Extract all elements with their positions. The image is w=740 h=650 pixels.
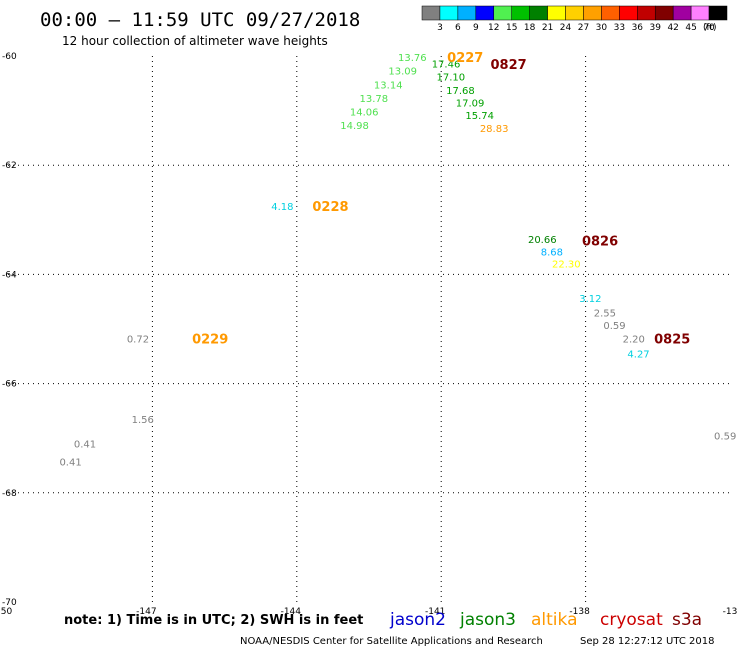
colorbar-swatch xyxy=(708,5,728,21)
pass-time-label: 0227 xyxy=(447,51,483,66)
satellite-legend-s3a: s3a xyxy=(672,610,702,630)
swh-value: 2.20 xyxy=(623,334,645,345)
swh-value: 17.46 xyxy=(432,60,461,71)
y-tick-label: -66 xyxy=(2,380,17,390)
swh-value: 2.55 xyxy=(594,309,616,320)
x-tick-label: -144 xyxy=(281,607,302,617)
colorbar-label: 3 xyxy=(437,23,443,33)
swh-value: 13.76 xyxy=(398,53,427,64)
swh-value: 15.74 xyxy=(465,111,494,122)
colorbar-swatch xyxy=(601,5,620,21)
colorbar-label: 30 xyxy=(596,23,608,33)
colorbar-label: 15 xyxy=(506,23,517,33)
swh-value: 0.59 xyxy=(603,321,625,332)
colorbar-swatch xyxy=(457,5,477,21)
x-tick-label: -13 xyxy=(723,607,738,617)
swh-value: 0.59 xyxy=(714,431,736,442)
colorbar-swatch xyxy=(654,5,674,21)
x-tick-label: -141 xyxy=(425,607,445,617)
colorbar-swatch xyxy=(511,5,530,21)
colorbar-label: 9 xyxy=(473,23,479,33)
swh-value: 17.10 xyxy=(437,73,466,84)
swh-value: 22.30 xyxy=(552,259,581,270)
pass-time-label: 0826 xyxy=(582,235,618,250)
colorbar-swatch xyxy=(493,5,512,21)
colorbar-label: 24 xyxy=(560,23,572,33)
y-tick-label: -70 xyxy=(2,598,17,608)
x-tick-label: -138 xyxy=(569,607,590,617)
swh-value: 0.72 xyxy=(127,334,149,345)
colorbar-label: 70 xyxy=(703,23,715,33)
colorbar-swatch xyxy=(619,5,638,21)
swh-value: 14.98 xyxy=(340,121,369,132)
swh-value: 13.78 xyxy=(359,94,388,105)
swh-value: 28.83 xyxy=(480,124,509,135)
colorbar-swatch xyxy=(583,5,602,21)
satellite-legend: jason2 jason3 altika cryosat s3a xyxy=(389,610,702,630)
pass-time-label: 0827 xyxy=(490,58,526,73)
footer-note: note: 1) Time is in UTC; 2) SWH is in fe… xyxy=(64,613,363,628)
swh-value: 4.18 xyxy=(271,202,293,213)
colorbar-swatch xyxy=(690,5,710,21)
pass-labels: 0227 0827 0228 0826 0229 0825 xyxy=(192,51,690,347)
colorbar: 3 6 9 12 15 18 21 24 27 30 33 36 39 42 45 70 xyxy=(421,5,728,33)
colorbar-label: 18 xyxy=(524,23,536,33)
swh-value: 14.06 xyxy=(350,108,379,119)
satellite-legend-jason3: jason3 xyxy=(459,610,516,630)
colorbar-label: 42 xyxy=(667,23,678,33)
colorbar-label: 33 xyxy=(614,23,625,33)
y-tick-label: -64 xyxy=(2,270,17,280)
colorbar-label: 6 xyxy=(455,23,461,33)
pass-time-label: 0228 xyxy=(312,200,348,215)
colorbar-label: 45 xyxy=(685,23,696,33)
colorbar-swatch xyxy=(637,5,656,21)
colorbar-swatch xyxy=(565,5,584,21)
satellite-legend-jason2: jason2 xyxy=(389,610,446,630)
colorbar-swatch xyxy=(421,5,441,21)
x-tick-label: -147 xyxy=(136,607,156,617)
colorbar-label: 27 xyxy=(578,23,589,33)
footer-credit: NOAA/NESDIS Center for Satellite Applica… xyxy=(240,636,543,647)
colorbar-swatch xyxy=(672,5,692,21)
swh-value: 17.09 xyxy=(456,98,485,109)
swh-value: 8.68 xyxy=(541,247,563,258)
swh-value: 0.41 xyxy=(74,440,96,451)
swh-value: 20.66 xyxy=(528,235,557,246)
data-points: 13.76 13.09 13.14 13.78 14.06 14.98 17.46 17.10… xyxy=(59,53,736,469)
colorbar-label: 36 xyxy=(632,23,644,33)
swh-value: 4.27 xyxy=(627,350,649,361)
pass-time-label: 0229 xyxy=(192,332,228,347)
grid xyxy=(8,56,730,602)
swh-value: 13.14 xyxy=(374,80,403,91)
satellite-legend-altika: altika xyxy=(531,610,578,630)
satellite-legend-cryosat: cryosat xyxy=(600,610,663,630)
axes: -150 -147 -144 -141 -138 -13 -60 -62 -64 -66 -68 -7… xyxy=(0,52,737,617)
colorbar-swatch xyxy=(529,5,548,21)
chart-subtitle: 12 hour collection of altimeter wave hei… xyxy=(62,34,328,48)
y-tick-label: -60 xyxy=(2,52,17,62)
swh-value: 0.41 xyxy=(59,458,81,469)
swh-value: 3.12 xyxy=(579,294,601,305)
colorbar-label: 12 xyxy=(488,23,499,33)
footer-timestamp: Sep 28 12:27:12 UTC 2018 xyxy=(580,636,714,647)
x-tick-label: -150 xyxy=(0,607,12,617)
swh-value: 13.09 xyxy=(388,67,417,78)
colorbar-swatch xyxy=(439,5,459,21)
swh-value: 1.56 xyxy=(132,415,154,426)
colorbar-swatch xyxy=(475,5,495,21)
chart-title: 00:00 – 11:59 UTC 09/27/2018 xyxy=(40,9,360,31)
colorbar-label: 39 xyxy=(650,23,662,33)
pass-time-label: 0825 xyxy=(654,332,690,347)
y-tick-label: -68 xyxy=(2,489,17,499)
colorbar-swatch xyxy=(547,5,566,21)
swh-value: 17.68 xyxy=(446,86,475,97)
colorbar-unit: (ft) xyxy=(703,23,717,33)
colorbar-label: 21 xyxy=(542,23,553,33)
y-tick-label: -62 xyxy=(2,161,17,171)
